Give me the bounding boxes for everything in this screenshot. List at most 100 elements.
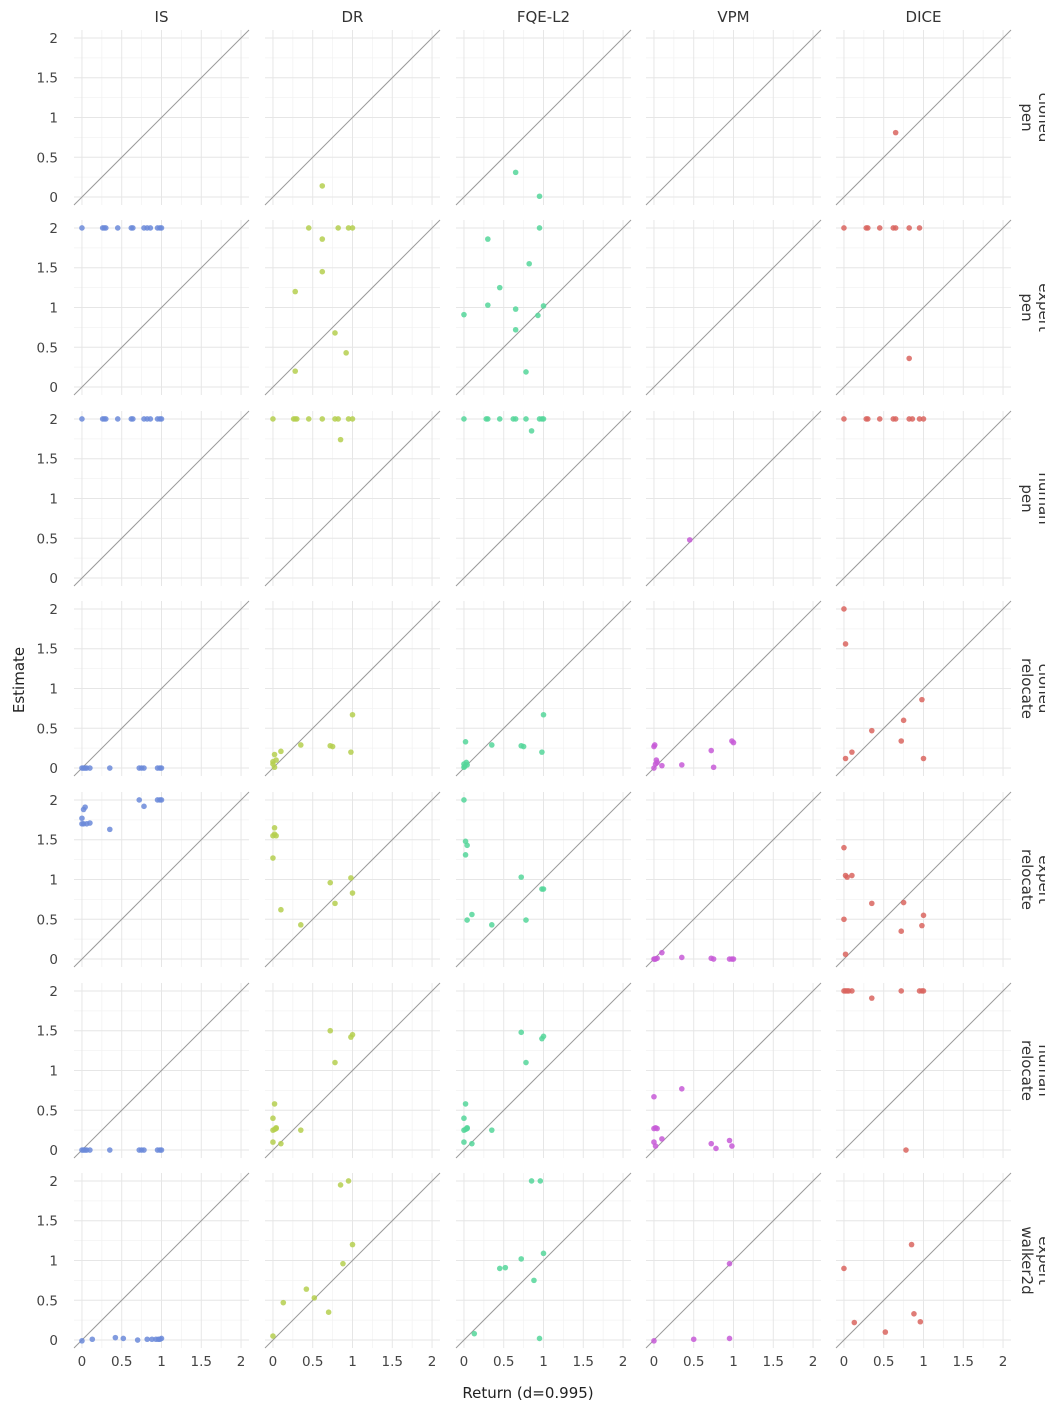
panel (455, 410, 632, 587)
x-tick-label: 1.5 (382, 1354, 403, 1370)
data-point (297, 922, 304, 928)
data-point (349, 1031, 356, 1038)
reference-line (835, 982, 1012, 1159)
data-point (136, 797, 143, 803)
x-axis-title: Return (d=0.995) (462, 1384, 593, 1402)
data-point (79, 815, 85, 822)
y-tick-label: 2 (49, 984, 58, 1000)
data-point (462, 738, 469, 745)
data-point (485, 236, 491, 242)
data-point (726, 1260, 733, 1267)
data-point (917, 1318, 924, 1325)
data-point (841, 606, 847, 612)
data-point (686, 537, 693, 543)
data-point (461, 416, 467, 422)
data-point (537, 1178, 544, 1184)
data-point (898, 738, 905, 744)
data-point (651, 1338, 657, 1344)
data-point (485, 416, 491, 422)
data-point (332, 900, 338, 907)
data-point (464, 1124, 470, 1131)
y-tick-label: 1 (49, 682, 58, 698)
data-point (345, 225, 352, 231)
panel (73, 982, 250, 1159)
reference-line (835, 791, 1012, 968)
column-title: DICE (906, 8, 942, 26)
data-point (79, 416, 85, 422)
data-point (343, 350, 349, 356)
data-point (485, 302, 491, 308)
data-point (726, 1137, 733, 1144)
data-point (526, 260, 532, 267)
data-point (112, 1334, 119, 1341)
panel (73, 29, 250, 206)
data-point (462, 1101, 469, 1107)
data-point (518, 874, 525, 880)
y-tick-label: 2 (49, 793, 58, 809)
reference-line (645, 29, 822, 206)
y-tick-label: 2 (49, 602, 58, 618)
y-tick-label: 0.5 (37, 721, 58, 737)
data-point (652, 1143, 659, 1149)
data-point (270, 1333, 276, 1339)
x-tick-label: 2 (428, 1354, 437, 1370)
x-tick-label: 1 (348, 1354, 357, 1370)
data-point (149, 1336, 155, 1343)
reference-line (455, 29, 632, 206)
row-title: walker2d expert (1018, 1226, 1045, 1294)
reference-line (73, 410, 250, 587)
data-point (920, 988, 927, 994)
row-title-line1: pen (1018, 293, 1036, 321)
data-point (319, 236, 326, 242)
data-point (876, 225, 883, 231)
data-point (79, 225, 85, 231)
data-point (900, 717, 907, 724)
reference-line (73, 791, 250, 968)
x-tick-label: 0 (460, 1354, 469, 1370)
data-point (540, 303, 547, 309)
panel (264, 410, 441, 587)
data-point (305, 416, 312, 422)
row-title: relocate expert (1018, 849, 1045, 910)
data-point (651, 1093, 657, 1100)
data-point (271, 764, 278, 771)
reference-line (455, 1172, 632, 1349)
data-point (892, 416, 899, 422)
data-point (461, 1115, 467, 1122)
data-point (841, 844, 847, 851)
data-point (540, 711, 547, 718)
row-title: relocate human (1018, 1040, 1045, 1101)
panel (645, 791, 822, 968)
y-tick-label: 0 (49, 1333, 58, 1349)
row-title-line2: cloned (1035, 93, 1045, 143)
data-point (841, 225, 847, 231)
data-point (539, 749, 545, 755)
data-point (920, 912, 927, 919)
panel (645, 982, 822, 1159)
reference-line (455, 982, 632, 1159)
reference-line (835, 600, 1012, 777)
panel (73, 600, 250, 777)
data-point (349, 1241, 356, 1248)
row-title-line1: pen (1018, 103, 1036, 131)
panel (264, 982, 441, 1159)
x-tick-label: 0 (269, 1354, 278, 1370)
y-tick-label: 0 (49, 571, 58, 587)
y-tick-label: 1.5 (37, 71, 58, 87)
panel (835, 410, 1012, 587)
x-tick-label: 2 (619, 1354, 628, 1370)
y-tick-label: 0 (49, 380, 58, 396)
reference-line (73, 600, 250, 777)
data-point (462, 852, 469, 858)
panel (264, 29, 441, 206)
panel (73, 410, 250, 587)
x-tick-label: 0 (840, 1354, 849, 1370)
data-point (531, 1277, 537, 1284)
data-point (536, 193, 543, 200)
x-tick-label: 1 (919, 1354, 928, 1370)
data-point (654, 1125, 660, 1132)
data-point (851, 1319, 858, 1326)
data-point (512, 169, 519, 176)
data-point (158, 797, 165, 803)
y-tick-label: 1.5 (37, 833, 58, 849)
